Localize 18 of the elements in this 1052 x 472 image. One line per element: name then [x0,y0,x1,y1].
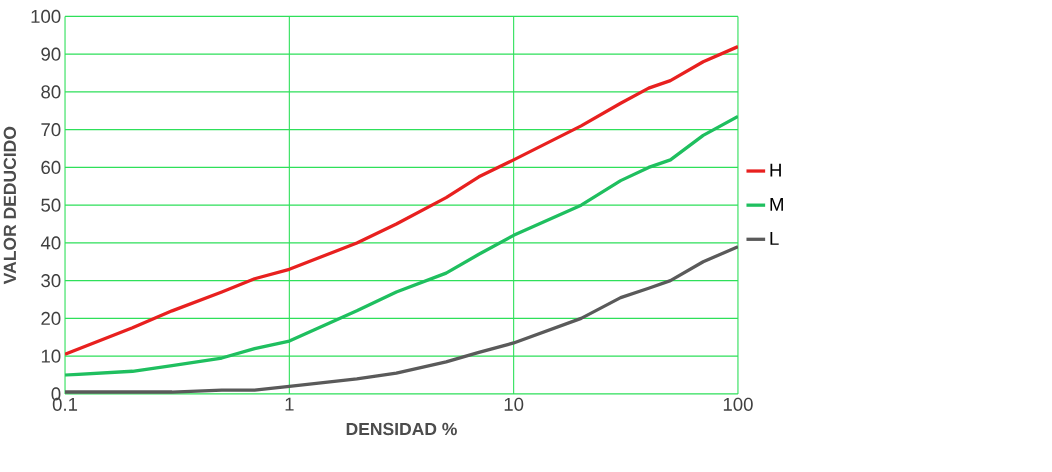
y-tick-label: 10 [41,349,61,363]
x-tick-label: 10 [504,397,524,412]
y-tick-label: 60 [41,161,61,175]
legend-label: L [770,232,779,246]
y-tick-label: 50 [41,198,61,212]
x-axis-title: DENSIDAD % [346,423,457,436]
y-tick-label: 30 [41,274,61,288]
y-tick-label: 80 [41,85,61,99]
x-tick-label: 100 [723,397,753,412]
y-tick-label: 70 [41,123,61,137]
y-axis-title: VALOR DEDUCIDO [3,127,17,285]
legend-label: H [770,164,781,177]
legend-label: M [770,198,783,211]
y-tick-label: 90 [41,47,61,61]
y-tick-label: 40 [40,236,61,250]
y-tick-label: 100 [31,10,61,24]
x-tick-label: 1 [285,397,294,411]
y-tick-label: 20 [41,312,61,326]
